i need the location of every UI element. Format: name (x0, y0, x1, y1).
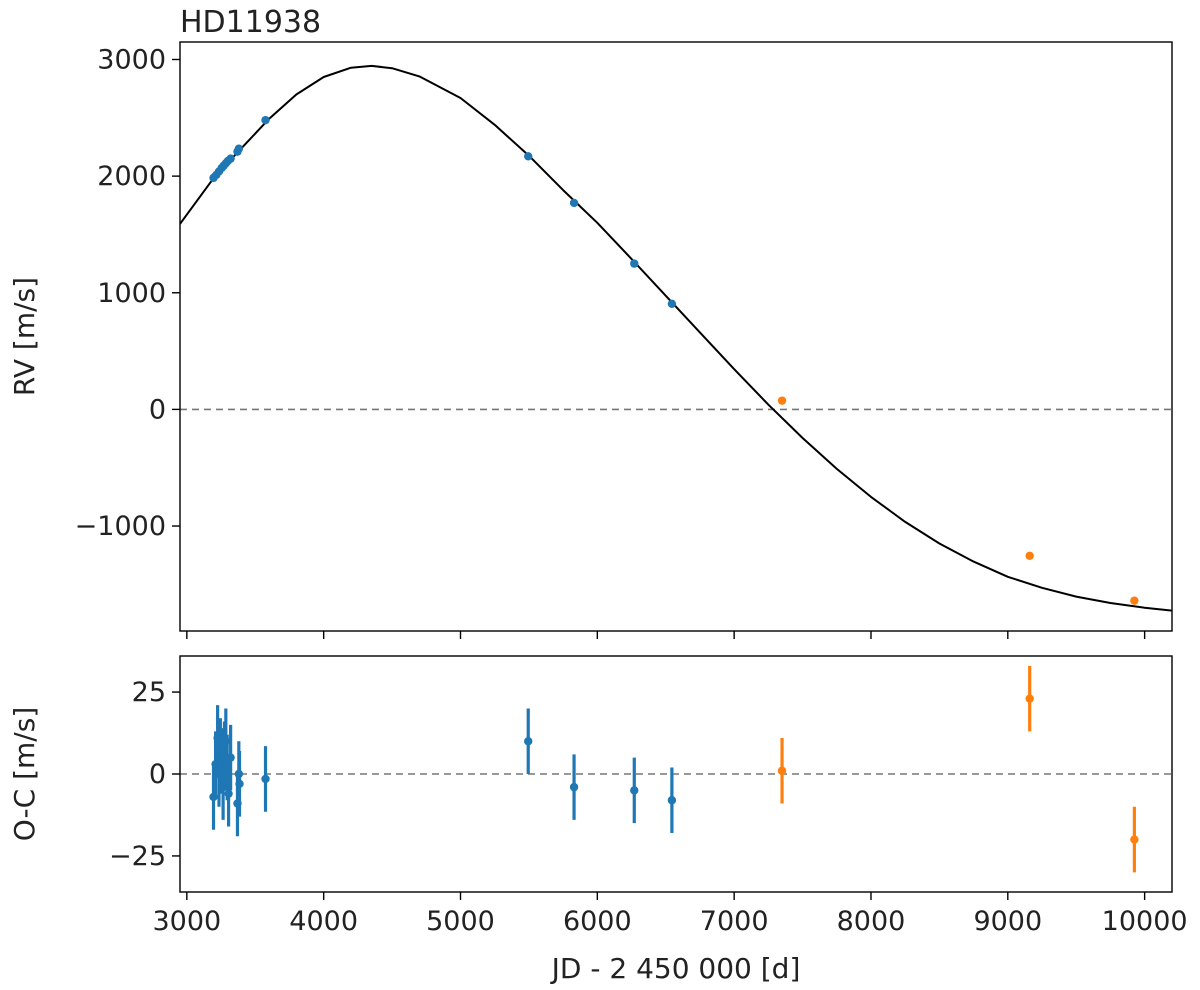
x-tick-label: 8000 (837, 906, 906, 937)
series-1 (777, 665, 1139, 873)
data-point (261, 774, 270, 784)
data-point (235, 779, 244, 789)
chart-title: HD11938 (180, 5, 321, 40)
y-tick-label: 3000 (97, 44, 166, 75)
data-point (226, 154, 235, 163)
data-point (667, 299, 677, 309)
x-tick-label: 6000 (563, 906, 632, 937)
rv-panel: −1000 0 1000 2000 3000 (75, 41, 1173, 639)
series-0 (209, 115, 677, 309)
data-point (569, 198, 579, 208)
y-tick-label: 0 (149, 394, 166, 425)
x-tick-label: 10000 (1102, 906, 1188, 937)
x-tick-label: 5000 (426, 906, 495, 937)
x-tick-label: 7000 (700, 906, 769, 937)
data-point (667, 796, 677, 805)
y-tick-label: 25 (132, 677, 166, 708)
data-point (524, 152, 533, 161)
data-point (524, 737, 533, 746)
x-tick-label: 4000 (289, 906, 358, 937)
data-point (630, 786, 639, 795)
y-tick-label: 1000 (97, 278, 166, 309)
data-point (1130, 596, 1139, 605)
x-tick-label: 3000 (152, 906, 221, 937)
residual-axis-label: O-C [m/s] (8, 707, 41, 842)
data-point (261, 115, 270, 125)
series-0 (209, 705, 677, 837)
data-point (777, 396, 787, 405)
data-point (226, 753, 235, 762)
y-tick-label: −1000 (75, 511, 166, 542)
residual-panel: −25 0 25 3000 4000 5000 6000 7000 8000 9000 10000 (109, 655, 1188, 937)
series-1 (777, 396, 1139, 605)
data-point (1025, 551, 1034, 560)
x-axis-label: JD - 2 450 000 [d] (550, 952, 801, 985)
data-point (569, 782, 579, 792)
y-tick-label: −25 (109, 841, 166, 872)
data-point (224, 789, 233, 798)
rv-axis-label: RV [m/s] (8, 277, 41, 396)
plot-frame (179, 41, 1173, 632)
data-point (234, 144, 244, 153)
data-point (1130, 835, 1139, 844)
data-point (777, 766, 787, 775)
model-curve (180, 64, 1172, 612)
data-point (630, 259, 639, 268)
data-point (1025, 694, 1034, 703)
x-tick-label: 9000 (973, 906, 1042, 937)
y-tick-label: 2000 (97, 161, 166, 192)
y-tick-label: 0 (149, 759, 166, 790)
